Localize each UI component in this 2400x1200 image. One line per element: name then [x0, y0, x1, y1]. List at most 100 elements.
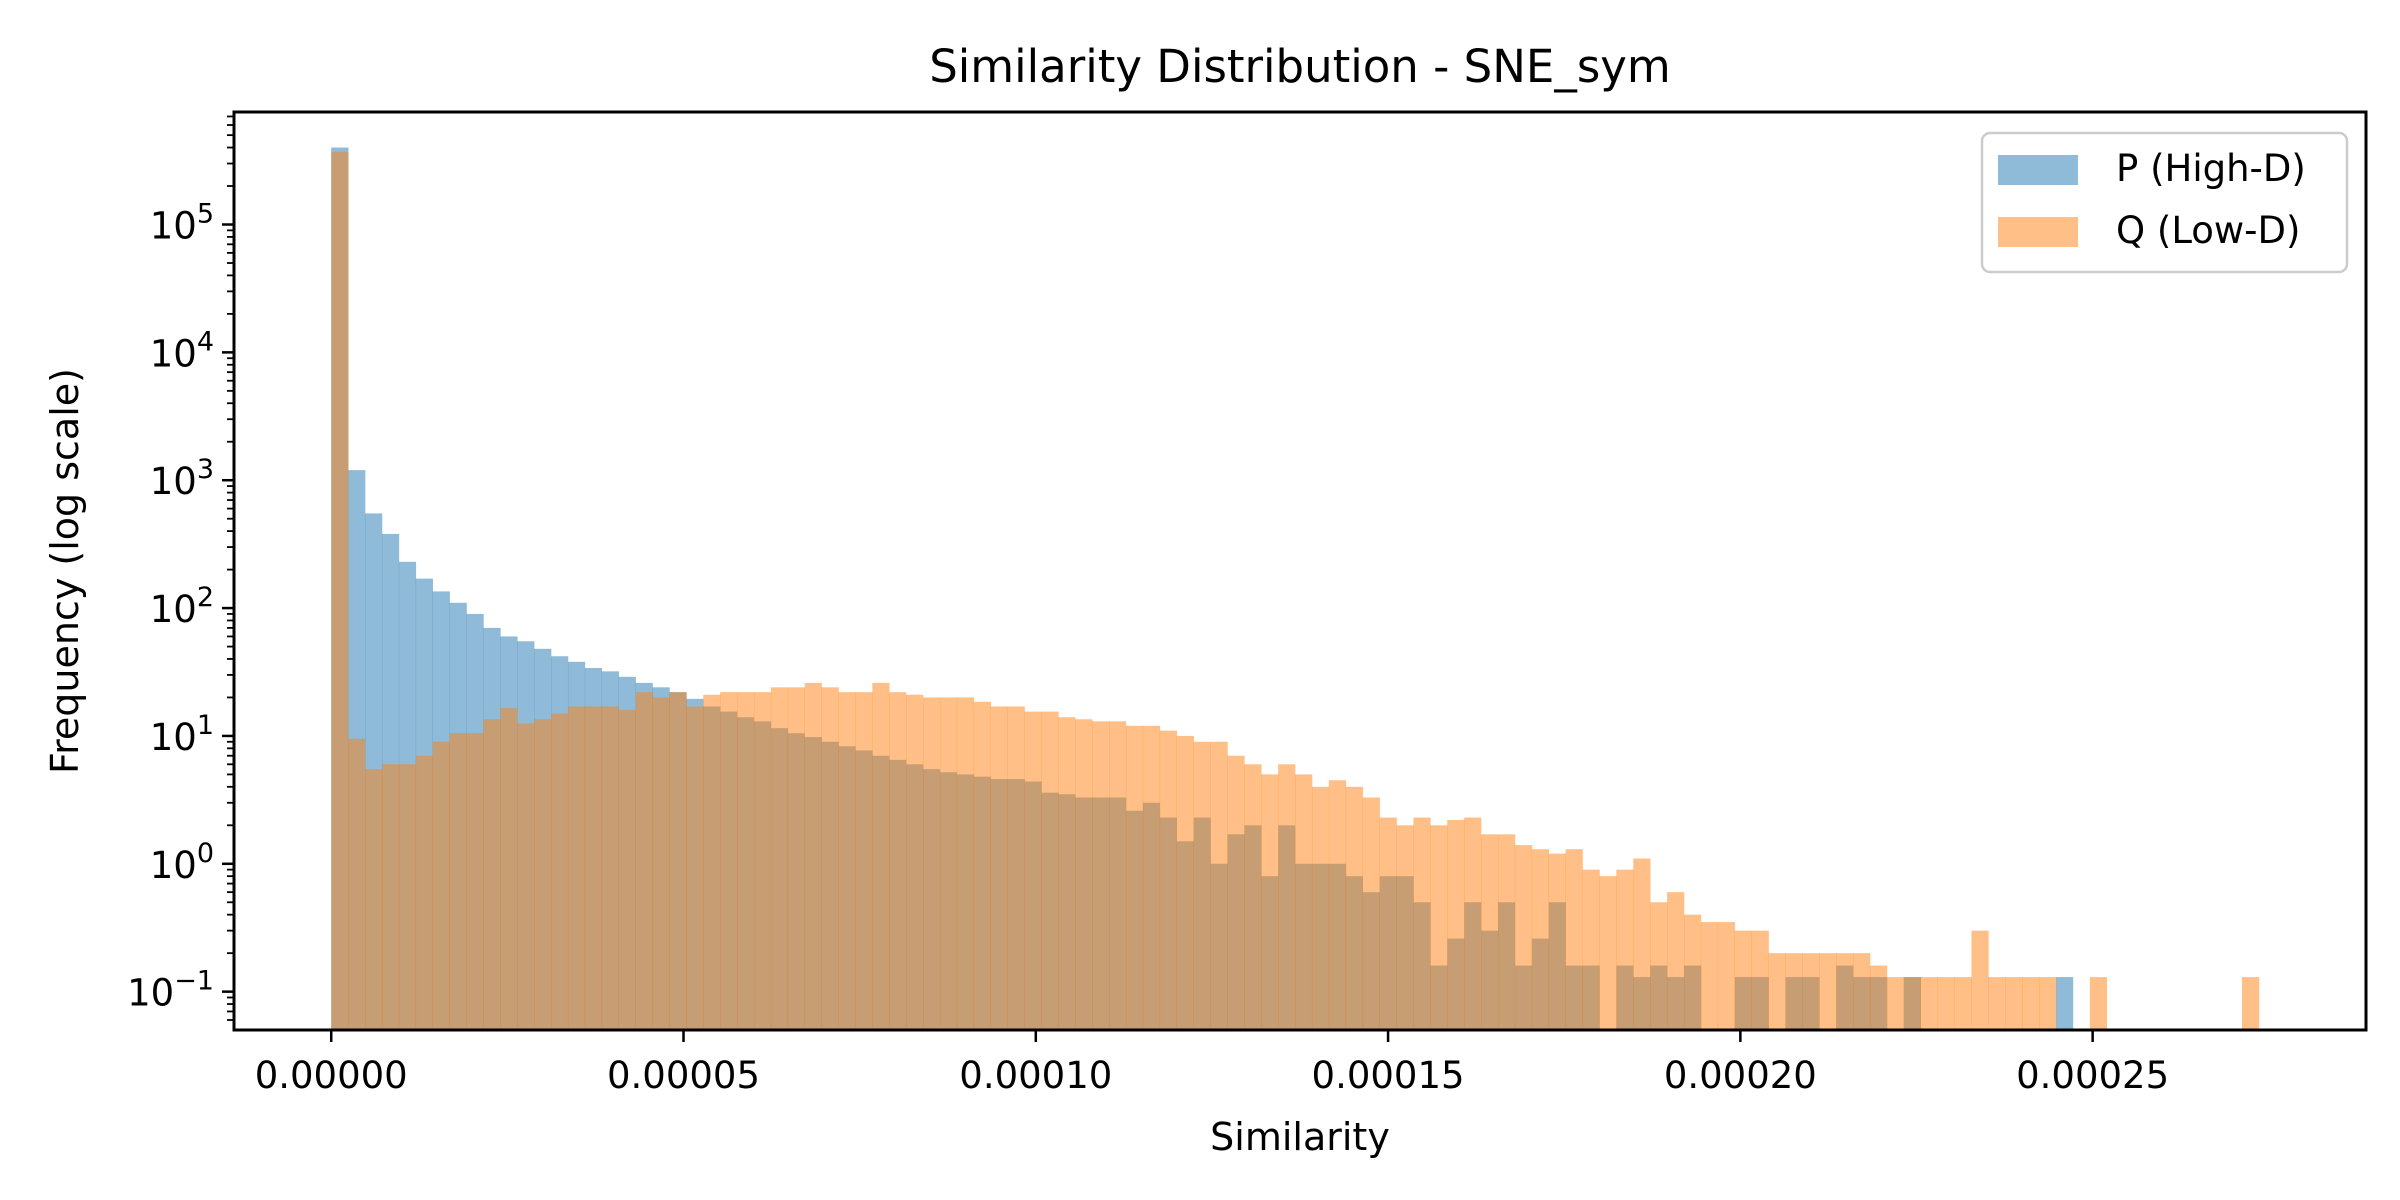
histogram-bar: [1717, 922, 1736, 1030]
histogram-bar: [1295, 774, 1313, 1030]
histogram-bar: [1954, 977, 1972, 1030]
histogram-bar: [855, 692, 873, 1030]
histogram-bar: [1785, 953, 1803, 1030]
histogram-bar: [923, 697, 941, 1030]
histogram-bar: [1819, 953, 1837, 1030]
histogram-bar: [686, 706, 704, 1030]
histogram-bar: [1464, 817, 1482, 1030]
histogram-bar: [1514, 845, 1533, 1030]
y-tick-label: 100: [150, 838, 214, 887]
histogram-bar: [956, 697, 975, 1030]
histogram-bar: [1278, 764, 1296, 1030]
histogram-bar: [517, 723, 535, 1030]
histogram-bar: [1193, 741, 1211, 1030]
histogram-bar: [432, 741, 450, 1030]
legend-swatch-q-low-d: [1998, 217, 2078, 247]
histogram-bar: [500, 708, 518, 1030]
histogram-bar: [398, 764, 417, 1030]
histogram-bar: [2089, 977, 2108, 1030]
histogram-bar: [1058, 717, 1076, 1030]
histogram-bar: [1886, 977, 1905, 1030]
x-tick-label: 0.00020: [1664, 1054, 1817, 1097]
histogram-bar: [2242, 977, 2260, 1030]
histogram-bar: [1565, 849, 1583, 1030]
histogram-bar: [1734, 930, 1752, 1030]
y-tick-label: 104: [150, 326, 214, 375]
histogram-bar: [1210, 741, 1228, 1030]
histogram-bar: [2055, 977, 2074, 1030]
histogram-bar: [449, 733, 467, 1030]
histogram-bar: [1379, 817, 1397, 1030]
legend-label-p-high-d: P (High-D): [2116, 147, 2306, 190]
y-axis-label: Frequency (log scale): [43, 368, 87, 774]
histogram-bar: [669, 692, 687, 1030]
histogram-bar: [331, 151, 349, 1030]
histogram-bar: [1109, 721, 1127, 1030]
legend-label-q-low-d: Q (Low-D): [2116, 209, 2300, 252]
histogram-bar: [1159, 730, 1177, 1030]
histogram-bar: [584, 706, 603, 1030]
histogram-bar: [1633, 858, 1651, 1030]
axes: 0.00000 0.00005 0.00010 0.00015 0.00020 0.000…: [127, 115, 2169, 1097]
histogram-bar: [939, 697, 958, 1030]
histogram-bar: [737, 692, 755, 1030]
histogram-bar: [1751, 930, 1769, 1030]
histogram-bar: [1261, 774, 1279, 1030]
histogram-bar: [787, 687, 805, 1030]
histogram-bar: [1075, 719, 1093, 1030]
plot-frame: [232, 110, 2368, 1032]
histogram-bar: [1599, 876, 1617, 1030]
histogram-bar: [1345, 786, 1364, 1030]
histogram-bar: [1227, 755, 1245, 1030]
legend: P (High-D) Q (Low-D): [1980, 131, 2349, 274]
histogram-bar: [1362, 797, 1380, 1030]
histogram-bar: [906, 694, 924, 1030]
histogram-bar: [635, 692, 653, 1030]
histogram-bar: [1142, 725, 1161, 1030]
x-tick-label: 0.00015: [1312, 1054, 1465, 1097]
histogram-bar: [1650, 902, 1668, 1030]
histogram-bar: [618, 709, 636, 1030]
histogram-bar: [1920, 977, 1938, 1030]
histogram-bar: [1447, 820, 1465, 1030]
histogram-bar: [821, 687, 839, 1030]
y-tick-label: 102: [150, 582, 214, 631]
histogram-bar: [1328, 780, 1347, 1030]
y-tick-label: 10−1: [127, 966, 214, 1015]
histogram-bar: [1700, 922, 1719, 1030]
histogram-bar: [1244, 764, 1262, 1030]
histogram-bar: [1802, 953, 1820, 1030]
histogram-bar: [1667, 892, 1685, 1030]
histogram-bar: [1007, 706, 1025, 1030]
histogram-bar: [551, 713, 569, 1030]
histogram-bar: [1869, 965, 1888, 1030]
histogram-bar: [973, 701, 991, 1030]
histogram-bar: [601, 706, 619, 1030]
histogram-bar: [1937, 977, 1955, 1030]
x-tick-label: 0.00005: [607, 1054, 760, 1097]
histogram-bar: [1041, 711, 1059, 1030]
histogram-bar: [466, 733, 484, 1030]
histogram-bar: [567, 706, 586, 1030]
series-1: [331, 151, 2260, 1030]
histogram-bar: [365, 769, 383, 1030]
x-tick-label: 0.00000: [255, 1054, 408, 1097]
histogram-bar: [1683, 914, 1702, 1030]
histogram-bar: [1548, 853, 1566, 1030]
x-axis-label: Similarity: [1210, 1115, 1390, 1159]
histogram-bar: [1531, 849, 1550, 1030]
histogram-bar: [1481, 834, 1499, 1030]
x-tick-label: 0.00010: [959, 1054, 1112, 1097]
histogram-bar: [415, 755, 433, 1030]
histogram-bar: [483, 719, 501, 1030]
histogram-bar: [2005, 977, 2023, 1030]
histogram-bar: [770, 687, 789, 1030]
histogram-bar: [1413, 817, 1431, 1030]
histogram-bar: [753, 692, 772, 1030]
histogram-bar: [381, 764, 400, 1030]
histogram-bar: [1582, 869, 1600, 1030]
y-tick-label: 103: [150, 454, 214, 503]
histogram-bar: [838, 692, 856, 1030]
histogram-bar: [1092, 721, 1110, 1030]
histogram-bar: [889, 692, 907, 1030]
